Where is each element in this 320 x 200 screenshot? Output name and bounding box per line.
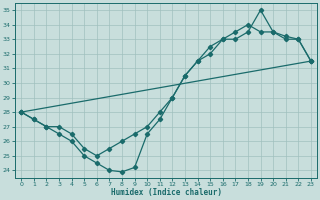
X-axis label: Humidex (Indice chaleur): Humidex (Indice chaleur) bbox=[111, 188, 221, 197]
